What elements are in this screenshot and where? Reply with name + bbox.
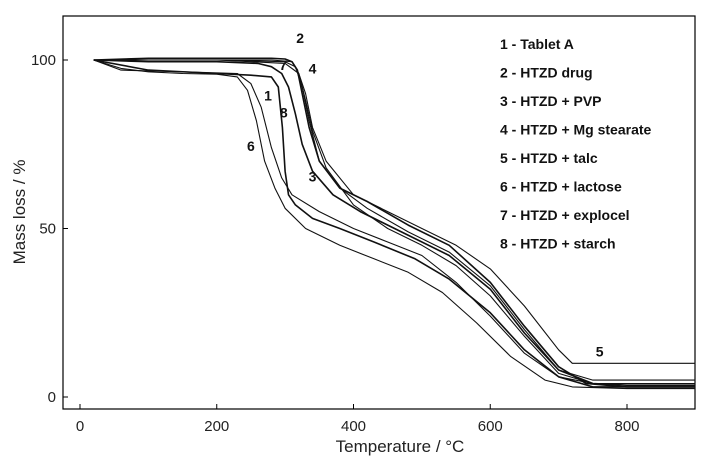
y-axis-title: Mass loss / % <box>10 160 29 265</box>
legend: 1 - Tablet A 2 - HTZD drug 3 - HTZD + PVP 4… <box>500 36 652 252</box>
series-7-line <box>93 59 696 386</box>
x-tick-label: 200 <box>204 418 229 435</box>
y-axis: 0 50 100 <box>31 52 68 406</box>
series-5-line <box>93 59 696 364</box>
legend-entry-6: 6 - HTZD + lactose <box>500 179 622 195</box>
curve-label-3: 3 <box>309 168 317 184</box>
series-8-line <box>93 59 696 388</box>
x-tick-label: 600 <box>478 418 503 435</box>
legend-entry-2: 2 - HTZD drug <box>500 65 593 81</box>
legend-entry-7: 7 - HTZD + explocel <box>500 207 630 223</box>
curve-label-6: 6 <box>247 138 255 154</box>
curves-group <box>93 57 696 390</box>
x-axis: 0 200 400 600 800 <box>76 404 640 435</box>
y-tick-label: 0 <box>48 389 56 406</box>
curve-label-1: 1 <box>264 87 272 103</box>
series-6-line <box>93 59 696 390</box>
series-3-line <box>93 59 696 386</box>
y-tick-label: 50 <box>39 221 56 238</box>
x-axis-title: Temperature / °C <box>336 437 465 456</box>
curve-label-2: 2 <box>296 30 304 46</box>
curve-label-4: 4 <box>309 61 317 77</box>
curve-label-7: 7 <box>279 57 287 73</box>
legend-entry-3: 3 - HTZD + PVP <box>500 93 602 109</box>
y-tick-label: 100 <box>31 52 56 69</box>
curve-label-8: 8 <box>280 104 288 120</box>
curve-label-5: 5 <box>596 344 604 360</box>
x-tick-label: 800 <box>614 418 639 435</box>
x-tick-label: 0 <box>76 418 84 435</box>
legend-entry-8: 8 - HTZD + starch <box>500 236 616 252</box>
x-tick-label: 400 <box>341 418 366 435</box>
legend-entry-5: 5 - HTZD + talc <box>500 150 598 166</box>
plot-frame <box>62 15 696 410</box>
curve-labels-group: 1 2 3 4 5 6 7 8 <box>247 30 604 360</box>
legend-entry-4: 4 - HTZD + Mg stearate <box>500 122 652 138</box>
legend-entry-1: 1 - Tablet A <box>500 36 574 52</box>
